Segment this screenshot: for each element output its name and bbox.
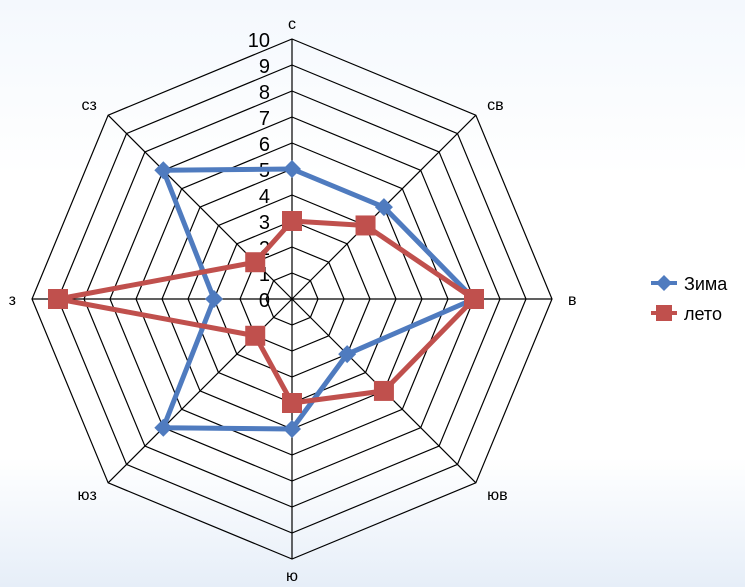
- data-point: [245, 252, 266, 273]
- category-label: з: [9, 292, 16, 309]
- legend: Зима лето: [651, 274, 728, 324]
- data-point: [373, 380, 394, 401]
- data-point: [283, 160, 301, 178]
- data-point: [464, 289, 484, 309]
- data-point: [205, 290, 223, 308]
- tick-label: 9: [259, 56, 270, 78]
- tick-label: 10: [248, 30, 270, 52]
- category-label: сз: [81, 97, 96, 114]
- category-label: юз: [77, 487, 96, 504]
- tick-label: 8: [259, 82, 270, 104]
- data-point: [374, 198, 393, 217]
- data-point: [154, 161, 173, 180]
- data-series: [48, 160, 484, 438]
- data-point: [48, 289, 68, 309]
- tick-label: 7: [259, 108, 270, 130]
- data-point: [245, 325, 266, 346]
- category-labels: с св в юв ю юз з сз: [9, 16, 577, 585]
- tick-label: 3: [259, 212, 270, 234]
- category-label: в: [568, 292, 577, 309]
- legend-label: лето: [684, 304, 722, 324]
- data-point: [283, 420, 301, 438]
- legend-marker: [656, 275, 672, 291]
- tick-label: 6: [259, 134, 270, 156]
- category-label: св: [487, 97, 504, 114]
- legend-item: лето: [651, 304, 722, 324]
- data-point: [282, 211, 302, 231]
- series-1: [48, 211, 484, 413]
- category-label: юв: [487, 487, 508, 504]
- data-point: [355, 215, 376, 236]
- data-point: [338, 345, 357, 364]
- category-label: ю: [286, 568, 298, 585]
- tick-label: 0: [259, 290, 270, 312]
- category-label: с: [288, 16, 296, 33]
- legend-label: Зима: [684, 274, 728, 294]
- series-line: [55, 218, 477, 406]
- tick-label: 1: [259, 264, 270, 286]
- data-point: [282, 393, 302, 413]
- legend-item: Зима: [651, 274, 728, 294]
- legend-marker: [656, 305, 672, 321]
- data-point: [154, 418, 173, 437]
- tick-label: 4: [259, 186, 270, 208]
